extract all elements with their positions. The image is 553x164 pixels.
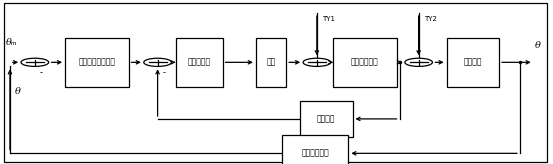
Text: θ: θ [14,87,20,96]
Text: -: - [40,68,43,77]
Text: 电机: 电机 [267,58,275,67]
Text: 滚转本体: 滚转本体 [463,58,482,67]
Bar [300,101,353,137]
Circle shape [21,58,49,66]
Bar [333,38,397,87]
Circle shape [405,58,432,66]
Bar [447,38,499,87]
Text: TY2: TY2 [424,16,437,22]
Text: 外环自抗扰控制器: 外环自抗扰控制器 [79,58,115,67]
Text: 角度检测单元: 角度检测单元 [301,149,329,158]
Bar [65,38,128,87]
Text: 飞轮转体速度: 飞轮转体速度 [351,58,379,67]
Bar [255,38,286,87]
Bar [282,135,348,164]
Text: θₘ: θₘ [6,38,17,47]
Text: 磁强测速: 磁强测速 [317,114,336,123]
Text: -: - [163,68,166,77]
Circle shape [303,58,331,66]
Bar [176,38,223,87]
Text: 内环控制器: 内环控制器 [187,58,211,67]
Text: TY1: TY1 [322,16,336,22]
Circle shape [144,58,171,66]
Text: θ: θ [535,41,541,50]
